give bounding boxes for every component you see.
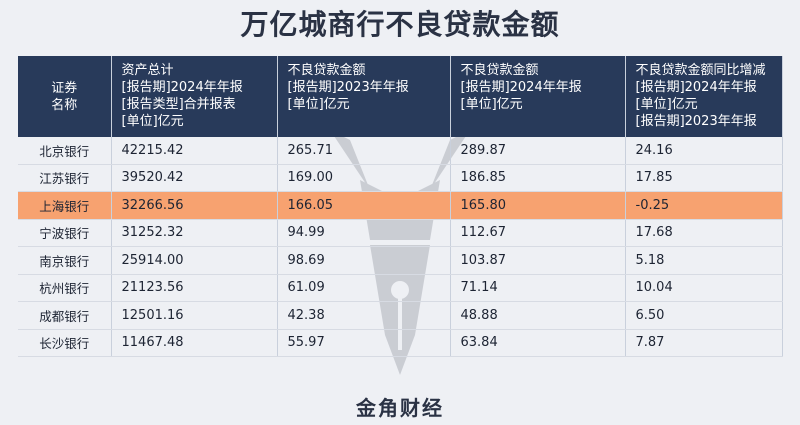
table-row: 成都银行 12501.16 42.38 48.88 6.50 bbox=[18, 301, 783, 330]
npl-change-cell: 7.87 bbox=[625, 329, 783, 357]
npl-2023-cell: 42.38 bbox=[277, 301, 451, 330]
bank-name-cell: 杭州银行 bbox=[18, 274, 112, 302]
table-body: 北京银行 42215.42 265.71 289.87 24.16 江苏银行 3… bbox=[18, 137, 783, 357]
table-row: 杭州银行 21123.56 61.09 71.14 10.04 bbox=[18, 274, 783, 302]
npl-2023-cell: 265.71 bbox=[277, 137, 451, 165]
npl-change-cell: 24.16 bbox=[625, 137, 783, 165]
npl-2023-cell: 169.00 bbox=[277, 164, 451, 192]
npl-2024-cell: 103.87 bbox=[450, 246, 626, 275]
bank-name-cell: 南京银行 bbox=[18, 246, 112, 275]
header-npl-2024: 不良贷款金额 [报告期]2024年年报 [单位]亿元 bbox=[450, 56, 626, 137]
bank-name-cell: 成都银行 bbox=[18, 301, 112, 330]
total-assets-cell: 25914.00 bbox=[111, 246, 278, 275]
table-row: 宁波银行 31252.32 94.99 112.67 17.68 bbox=[18, 219, 783, 247]
npl-2024-cell: 63.84 bbox=[450, 329, 626, 357]
header-npl-yoy-change: 不良贷款金额同比增减 [报告期]2024年年报 [单位]亿元 [报告期]2023… bbox=[625, 56, 783, 137]
npl-2024-cell: 71.14 bbox=[450, 274, 626, 302]
npl-2024-cell: 165.80 bbox=[450, 191, 626, 220]
npl-2023-cell: 166.05 bbox=[277, 191, 451, 220]
npl-change-cell: 5.18 bbox=[625, 246, 783, 275]
npl-2023-cell: 55.97 bbox=[277, 329, 451, 357]
total-assets-cell: 21123.56 bbox=[111, 274, 278, 302]
npl-2024-cell: 289.87 bbox=[450, 137, 626, 165]
npl-2024-cell: 186.85 bbox=[450, 164, 626, 192]
npl-2023-cell: 94.99 bbox=[277, 219, 451, 247]
bank-name-cell: 北京银行 bbox=[18, 137, 112, 165]
npl-2023-cell: 98.69 bbox=[277, 246, 451, 275]
total-assets-cell: 32266.56 bbox=[111, 191, 278, 220]
table-row: 南京银行 25914.00 98.69 103.87 5.18 bbox=[18, 246, 783, 275]
page-title: 万亿城商行不良贷款金额 bbox=[240, 8, 560, 41]
npl-change-cell: 6.50 bbox=[625, 301, 783, 330]
table-row: 江苏银行 39520.42 169.00 186.85 17.85 bbox=[18, 164, 783, 192]
npl-2024-cell: 112.67 bbox=[450, 219, 626, 247]
bank-name-cell: 宁波银行 bbox=[18, 219, 112, 247]
table-row-highlighted: 上海银行 32266.56 166.05 165.80 -0.25 bbox=[18, 191, 783, 220]
npl-change-cell: 17.85 bbox=[625, 164, 783, 192]
npl-2023-cell: 61.09 bbox=[277, 274, 451, 302]
header-security-name: 证券 名称 bbox=[18, 56, 112, 137]
table-header-row: 证券 名称 资产总计 [报告期]2024年年报 [报告类型]合并报表 [单位]亿… bbox=[18, 56, 783, 137]
npl-2024-cell: 48.88 bbox=[450, 301, 626, 330]
total-assets-cell: 11467.48 bbox=[111, 329, 278, 357]
total-assets-cell: 12501.16 bbox=[111, 301, 278, 330]
npl-change-cell: 10.04 bbox=[625, 274, 783, 302]
npl-change-cell: -0.25 bbox=[625, 191, 783, 220]
npl-change-cell: 17.68 bbox=[625, 219, 783, 247]
header-total-assets: 资产总计 [报告期]2024年年报 [报告类型]合并报表 [单位]亿元 bbox=[111, 56, 278, 137]
npl-table: 证券 名称 资产总计 [报告期]2024年年报 [报告类型]合并报表 [单位]亿… bbox=[18, 56, 783, 357]
total-assets-cell: 39520.42 bbox=[111, 164, 278, 192]
bank-name-cell: 上海银行 bbox=[18, 191, 112, 220]
total-assets-cell: 31252.32 bbox=[111, 219, 278, 247]
total-assets-cell: 42215.42 bbox=[111, 137, 278, 165]
bank-name-cell: 长沙银行 bbox=[18, 329, 112, 357]
table-row: 北京银行 42215.42 265.71 289.87 24.16 bbox=[18, 137, 783, 165]
brand-footer: 金角财经 bbox=[356, 396, 444, 420]
table-row: 长沙银行 11467.48 55.97 63.84 7.87 bbox=[18, 329, 783, 357]
bank-name-cell: 江苏银行 bbox=[18, 164, 112, 192]
header-npl-2023: 不良贷款金额 [报告期]2023年年报 [单位]亿元 bbox=[277, 56, 451, 137]
